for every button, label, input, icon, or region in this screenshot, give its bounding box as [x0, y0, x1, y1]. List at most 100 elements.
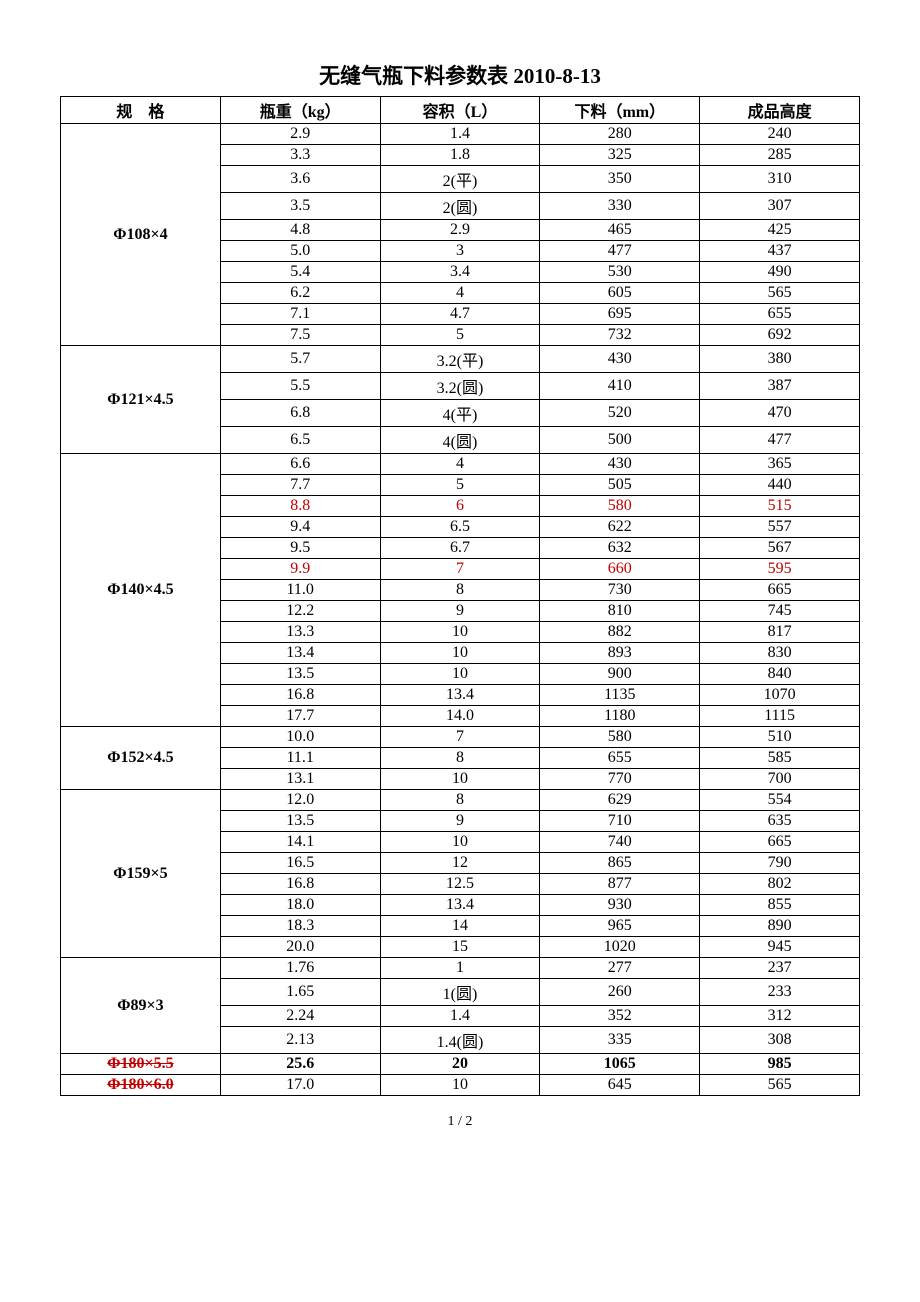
- data-cell: 660: [540, 559, 700, 580]
- data-cell: 9: [380, 811, 540, 832]
- data-cell: 810: [540, 601, 700, 622]
- data-cell: 9.4: [220, 517, 380, 538]
- col-cut: 下料（mm）: [540, 97, 700, 124]
- data-cell: 11.1: [220, 748, 380, 769]
- data-cell: 855: [700, 895, 860, 916]
- data-cell: 565: [700, 1075, 860, 1096]
- data-cell: 8.8: [220, 496, 380, 517]
- data-cell: 2.9: [220, 124, 380, 145]
- data-cell: 18.0: [220, 895, 380, 916]
- data-cell: 477: [700, 427, 860, 454]
- table-body: Φ108×42.91.42802403.31.83252853.62(平)350…: [61, 124, 860, 1096]
- data-cell: 5.0: [220, 241, 380, 262]
- data-cell: 645: [540, 1075, 700, 1096]
- data-cell: 430: [540, 346, 700, 373]
- data-cell: 1135: [540, 685, 700, 706]
- data-cell: 312: [700, 1006, 860, 1027]
- data-cell: 1.8: [380, 145, 540, 166]
- data-cell: 900: [540, 664, 700, 685]
- data-cell: 477: [540, 241, 700, 262]
- spec-cell: Φ108×4: [61, 124, 221, 346]
- data-cell: 10.0: [220, 727, 380, 748]
- spec-cell: Φ159×5: [61, 790, 221, 958]
- data-cell: 6.8: [220, 400, 380, 427]
- data-cell: 4(平): [380, 400, 540, 427]
- data-cell: 13.5: [220, 811, 380, 832]
- data-cell: 307: [700, 193, 860, 220]
- data-cell: 4.8: [220, 220, 380, 241]
- data-cell: 13.3: [220, 622, 380, 643]
- data-cell: 8: [380, 580, 540, 601]
- data-cell: 6.5: [220, 427, 380, 454]
- data-cell: 695: [540, 304, 700, 325]
- data-cell: 585: [700, 748, 860, 769]
- data-cell: 500: [540, 427, 700, 454]
- data-cell: 10: [380, 832, 540, 853]
- data-cell: 1.4(圆): [380, 1027, 540, 1054]
- data-cell: 14: [380, 916, 540, 937]
- data-cell: 10: [380, 769, 540, 790]
- data-cell: 387: [700, 373, 860, 400]
- data-cell: 5: [380, 325, 540, 346]
- data-cell: 335: [540, 1027, 700, 1054]
- data-cell: 740: [540, 832, 700, 853]
- data-cell: 1.4: [380, 1006, 540, 1027]
- data-cell: 985: [700, 1054, 860, 1075]
- data-cell: 4(圆): [380, 427, 540, 454]
- col-height: 成品高度: [700, 97, 860, 124]
- col-spec: 规 格: [61, 97, 221, 124]
- data-cell: 2.9: [380, 220, 540, 241]
- data-cell: 20: [380, 1054, 540, 1075]
- data-cell: 622: [540, 517, 700, 538]
- data-cell: 770: [540, 769, 700, 790]
- data-cell: 882: [540, 622, 700, 643]
- data-cell: 13.4: [220, 643, 380, 664]
- table-row: Φ89×31.761277237: [61, 958, 860, 979]
- data-cell: 240: [700, 124, 860, 145]
- data-cell: 14.0: [380, 706, 540, 727]
- data-cell: 280: [540, 124, 700, 145]
- data-cell: 20.0: [220, 937, 380, 958]
- data-cell: 3.3: [220, 145, 380, 166]
- data-cell: 380: [700, 346, 860, 373]
- data-cell: 260: [540, 979, 700, 1006]
- data-cell: 16.8: [220, 874, 380, 895]
- data-cell: 3.5: [220, 193, 380, 220]
- spec-cell: Φ180×6.0: [61, 1075, 221, 1096]
- data-cell: 3.2(平): [380, 346, 540, 373]
- data-cell: 430: [540, 454, 700, 475]
- data-cell: 350: [540, 166, 700, 193]
- data-cell: 8: [380, 748, 540, 769]
- data-cell: 15: [380, 937, 540, 958]
- data-cell: 629: [540, 790, 700, 811]
- data-cell: 6.5: [380, 517, 540, 538]
- data-cell: 655: [700, 304, 860, 325]
- table-row: Φ108×42.91.4280240: [61, 124, 860, 145]
- data-cell: 520: [540, 400, 700, 427]
- data-cell: 410: [540, 373, 700, 400]
- data-cell: 330: [540, 193, 700, 220]
- data-cell: 352: [540, 1006, 700, 1027]
- data-cell: 745: [700, 601, 860, 622]
- data-cell: 308: [700, 1027, 860, 1054]
- data-cell: 17.0: [220, 1075, 380, 1096]
- data-cell: 10: [380, 622, 540, 643]
- data-cell: 18.3: [220, 916, 380, 937]
- data-cell: 890: [700, 916, 860, 937]
- data-cell: 8: [380, 790, 540, 811]
- spec-cell: Φ180×5.5: [61, 1054, 221, 1075]
- table-row: Φ152×4.510.07580510: [61, 727, 860, 748]
- data-cell: 11.0: [220, 580, 380, 601]
- data-cell: 7: [380, 727, 540, 748]
- data-cell: 277: [540, 958, 700, 979]
- data-cell: 1.4: [380, 124, 540, 145]
- page-footer: 1 / 2: [60, 1114, 860, 1130]
- table-row: Φ121×4.55.73.2(平)430380: [61, 346, 860, 373]
- data-cell: 3: [380, 241, 540, 262]
- data-cell: 16.5: [220, 853, 380, 874]
- data-cell: 10: [380, 664, 540, 685]
- table-row: Φ180×5.525.6201065985: [61, 1054, 860, 1075]
- data-cell: 12.5: [380, 874, 540, 895]
- data-cell: 425: [700, 220, 860, 241]
- data-cell: 465: [540, 220, 700, 241]
